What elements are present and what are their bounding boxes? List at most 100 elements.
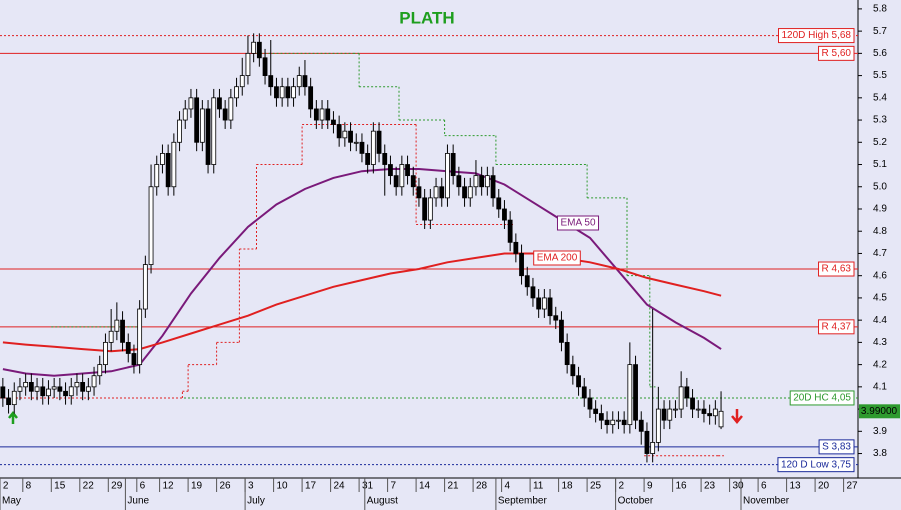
candle-body	[188, 97, 194, 110]
candle-body	[621, 419, 627, 426]
x-tick-label: 21	[447, 481, 459, 492]
candle-body	[262, 57, 268, 76]
month-label: August	[367, 496, 398, 507]
candle-body	[576, 375, 581, 388]
candle-body	[673, 408, 678, 411]
candle-body	[336, 124, 342, 139]
candle-body	[616, 419, 621, 422]
x-tick-label: 24	[333, 481, 345, 492]
candle-body	[165, 153, 171, 188]
candle-body	[536, 297, 542, 310]
candle-body	[718, 410, 724, 428]
x-tick-label: 4	[504, 481, 510, 492]
level-label: R 4,37	[822, 321, 852, 332]
candle-body	[46, 388, 51, 397]
x-tick-label: 14	[419, 481, 431, 492]
candle-body	[331, 119, 336, 125]
candle-body	[348, 130, 353, 143]
x-tick-label: 13	[789, 481, 801, 492]
candle-body	[274, 86, 279, 99]
candle-body	[701, 408, 707, 414]
level-label: 120 D Low 3,75	[781, 459, 851, 470]
y-tick-label: 4.4	[873, 315, 887, 326]
x-tick-label: 28	[476, 481, 488, 492]
level-label-box	[818, 319, 855, 335]
candle-body	[661, 408, 667, 421]
x-tick-label: 22	[83, 481, 95, 492]
candle-body	[644, 430, 650, 454]
candle-body	[228, 97, 234, 121]
candle-body	[502, 208, 507, 221]
candle-body	[604, 419, 610, 426]
candle-body	[171, 141, 177, 188]
candle-body	[17, 386, 23, 392]
candle-body	[80, 381, 86, 392]
candle-body	[524, 275, 530, 288]
candle-body	[593, 408, 599, 414]
last-price-label: 3.99000	[861, 406, 898, 417]
last-price-box	[859, 404, 900, 419]
candle-body	[211, 97, 217, 165]
chart-title: PLATH	[399, 8, 454, 27]
y-tick-label: 5.4	[873, 92, 887, 103]
level-label: R 4,63	[822, 264, 852, 275]
candle-body	[148, 186, 154, 265]
x-tick-label: 2	[3, 481, 9, 492]
candle-body	[177, 119, 182, 143]
candle-body	[23, 381, 29, 388]
x-tick-label: 25	[590, 481, 602, 492]
y-tick-label: 5.7	[873, 26, 887, 37]
candle-body	[11, 390, 17, 406]
candle-body	[439, 186, 445, 199]
indicator-label: EMA 50	[560, 218, 595, 229]
candle-body	[633, 364, 638, 421]
y-tick-label: 4.6	[873, 270, 887, 281]
candle-body	[222, 108, 228, 121]
buy-arrow	[8, 410, 18, 424]
candle-body	[353, 141, 359, 144]
x-tick-label: 26	[219, 481, 231, 492]
indicator-line	[2, 252, 722, 353]
y-tick-label: 4.2	[873, 359, 887, 370]
candle-body	[108, 330, 114, 343]
candle-body	[308, 86, 314, 110]
candle-body	[268, 75, 274, 88]
candle-body	[40, 386, 46, 397]
level-label-box	[789, 390, 855, 406]
x-tick-label: 23	[704, 481, 716, 492]
x-tick-label: 30	[732, 481, 744, 492]
candle-body	[285, 86, 291, 99]
candle-body	[85, 386, 91, 392]
x-tick-label: 12	[162, 481, 174, 492]
candle-body	[456, 175, 462, 188]
candle-body	[541, 297, 547, 310]
candle-body	[51, 386, 57, 390]
level-label-box	[818, 261, 855, 277]
candle-body	[142, 264, 148, 310]
candle-body	[251, 41, 257, 54]
candle-body	[467, 186, 473, 199]
x-tick-label: 10	[276, 481, 288, 492]
candle-body	[296, 75, 302, 88]
y-tick-label: 4.3	[873, 337, 887, 348]
candle-body	[131, 353, 137, 366]
candle-body	[313, 108, 319, 121]
candle-body	[695, 408, 701, 411]
candle-body	[416, 186, 422, 199]
y-tick-label: 4.8	[873, 226, 887, 237]
candle-body	[433, 186, 439, 199]
candle-body	[484, 175, 490, 188]
level-label-box	[818, 45, 855, 61]
x-tick-label: 8	[26, 481, 32, 492]
x-tick-label: 18	[561, 481, 573, 492]
x-tick-label: 17	[305, 481, 317, 492]
candle-body	[365, 153, 371, 165]
x-tick-label: 7	[390, 481, 396, 492]
candle-body	[427, 197, 433, 221]
indicator-label-box	[556, 215, 600, 231]
x-tick-label: 19	[191, 481, 203, 492]
candle-body	[581, 386, 587, 399]
candle-body	[342, 130, 348, 139]
candle-body	[638, 419, 644, 432]
